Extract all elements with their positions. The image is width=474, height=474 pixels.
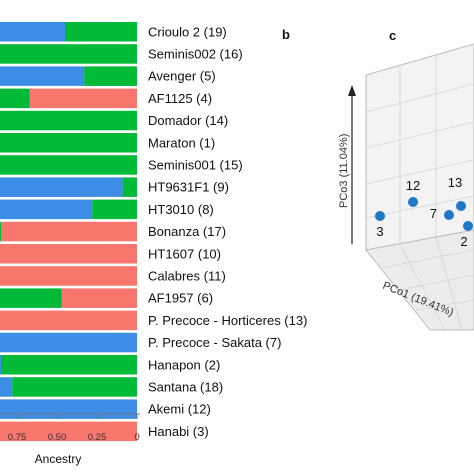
pcoa-point — [408, 197, 418, 207]
accession-label: Domador (14) — [148, 113, 228, 128]
pcoa-point-label: 12 — [406, 178, 420, 193]
ancestry-segment-2 — [122, 177, 137, 197]
pcoa-point — [456, 201, 466, 211]
ancestry-segment-3 — [0, 355, 1, 375]
x-axis-title: Ancestry — [35, 452, 82, 466]
ancestry-segment-2 — [84, 66, 137, 86]
ancestry-segment-2 — [0, 221, 1, 242]
x-tick-label: 0.50 — [48, 432, 67, 443]
ancestry-segment-1 — [1, 221, 137, 242]
pcoa-gridlines — [365, 55, 474, 331]
accession-label: Hanapon (2) — [148, 357, 220, 372]
ancestry-x-axis: 0.75 0.50 0.25 0 Ancestry — [0, 413, 140, 466]
ancestry-segment-1 — [0, 421, 138, 442]
pcoa-point — [463, 221, 473, 231]
accession-label: Crioulo 2 (19) — [148, 24, 227, 39]
accession-label: P. Precoce - Sakata (7) — [148, 335, 281, 350]
ancestry-segment-1 — [0, 266, 137, 286]
ancestry-segment-2 — [0, 155, 137, 175]
grid-line — [365, 83, 474, 113]
accession-label: Akemi (12) — [148, 402, 211, 417]
accession-label: Bonanza (17) — [148, 224, 226, 239]
accession-label: AF1957 (6) — [148, 291, 213, 306]
accession-label: Hanabi (3) — [148, 424, 209, 439]
ancestry-segment-2 — [0, 133, 137, 153]
grid-line — [381, 249, 474, 269]
ancestry-segment-2 — [65, 22, 137, 42]
ancestry-segment-2 — [12, 377, 138, 397]
accession-label: Seminis002 (16) — [148, 46, 243, 61]
ancestry-segment-1 — [0, 310, 138, 331]
ancestry-segment-3 — [0, 22, 65, 42]
grid-line — [415, 299, 474, 311]
accession-label: Avenger (5) — [148, 69, 216, 84]
grid-line — [399, 274, 474, 291]
ancestry-segment-3 — [0, 377, 13, 397]
accession-label: HT1607 (10) — [148, 246, 221, 261]
accession-label: HT9631F1 (9) — [148, 180, 229, 195]
grid-line — [365, 159, 474, 185]
pcoa-box: PCo3 (11.04%) PCo1 (19.41%) — [338, 43, 474, 331]
pcoa-point-label: 3 — [376, 224, 383, 239]
ancestry-segment-1 — [29, 88, 137, 109]
x-tick-label: 0 — [134, 432, 139, 443]
grid-line — [399, 243, 446, 331]
ancestry-segment-2 — [1, 355, 137, 375]
accession-label: P. Precoce - Horticeres (13) — [148, 313, 307, 328]
pcoa-point — [444, 210, 454, 220]
ancestry-segment-1 — [61, 288, 137, 308]
pcoa-point-label: 7 — [430, 206, 437, 221]
ancestry-bars — [0, 22, 138, 442]
grid-line — [435, 236, 463, 331]
ancestry-segment-2 — [0, 88, 30, 109]
panel-letter-b: b — [282, 27, 290, 42]
ancestry-segment-3 — [0, 66, 85, 86]
ancestry-segment-3 — [0, 332, 137, 353]
pcoa-point-label: 13 — [448, 175, 462, 190]
accession-label: Seminis001 (15) — [148, 157, 243, 172]
ancestry-segment-2 — [92, 199, 137, 220]
ancestry-segment-2 — [0, 288, 62, 308]
pco3-arrow-head — [348, 85, 356, 96]
pcoa-point — [375, 211, 385, 221]
accession-label: Calabres (11) — [148, 268, 226, 283]
accession-label: AF1125 (4) — [148, 91, 212, 106]
ancestry-segment-3 — [0, 199, 93, 220]
ancestry-segment-2 — [0, 44, 137, 64]
pcoa-points: 12 13 7 3 2 — [375, 175, 473, 249]
pcoa-back-wall — [365, 43, 474, 251]
pcoa-point-label: 2 — [460, 234, 467, 249]
grid-line — [365, 121, 474, 149]
accession-label: HT3010 (8) — [148, 202, 214, 217]
panel-letter-c: c — [389, 28, 396, 43]
accession-label: Maraton (1) — [148, 135, 215, 150]
accession-label: Santana (18) — [148, 379, 223, 394]
x-tick-label: 0.75 — [8, 432, 27, 443]
ancestry-segment-1 — [0, 244, 137, 264]
ancestry-labels: Crioulo 2 (19) Seminis002 (16) Avenger (5)… — [148, 24, 307, 439]
x-tick-label: 0.25 — [88, 432, 107, 443]
ancestry-segment-3 — [0, 399, 137, 419]
x-ticks: 0.75 0.50 0.25 0 — [8, 414, 140, 443]
ancestry-segment-3 — [0, 177, 123, 197]
ancestry-segment-2 — [0, 110, 137, 131]
pco3-axis-label: PCo3 (11.04%) — [338, 134, 350, 208]
